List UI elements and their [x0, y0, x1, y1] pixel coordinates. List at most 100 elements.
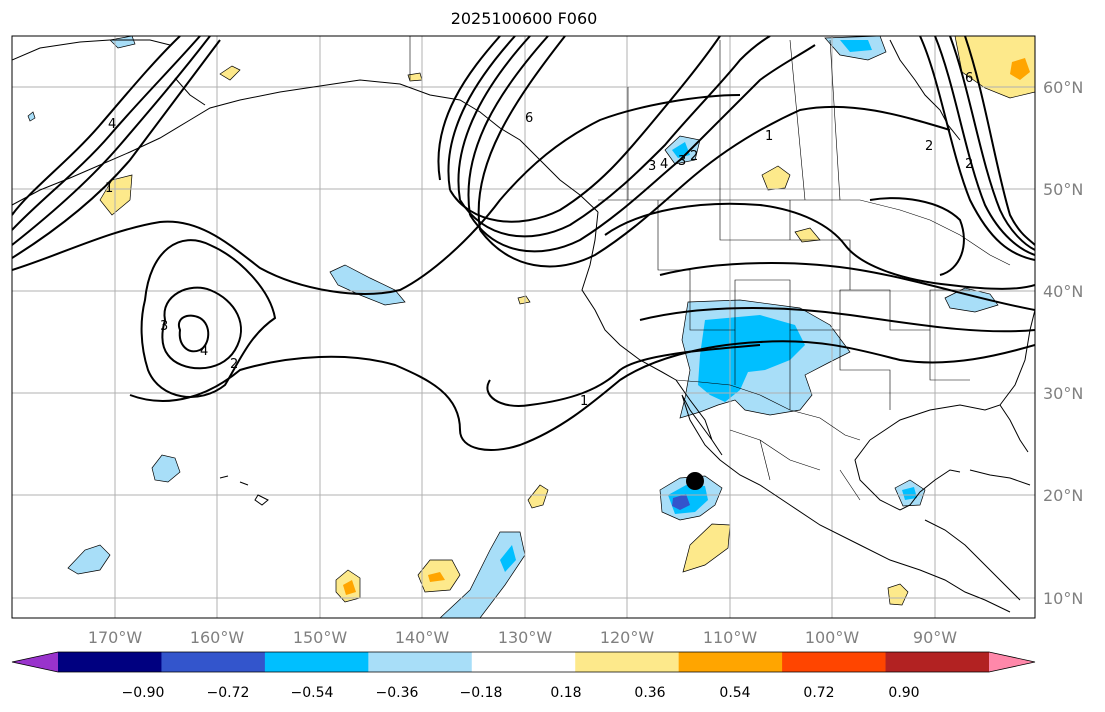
contour-jet-4: [467, 36, 549, 216]
fill-yucatan-blob-blue: [902, 487, 917, 500]
fill-yellow-small3: [517, 295, 531, 305]
coastlines: [12, 39, 1035, 613]
contour-label: 2: [690, 149, 698, 164]
colorbar-tick-label: −0.18: [460, 685, 503, 701]
coast-aleutians: [12, 79, 599, 213]
contour-label: 2: [965, 157, 973, 172]
colorbar-swatch: [471, 652, 576, 672]
colorbar-tick-label: 0.36: [634, 685, 665, 701]
contours: [12, 36, 1035, 451]
contour-jet-trough-4: [479, 105, 951, 268]
contour-jet-1: [437, 36, 501, 181]
fill-tropic-blob-west: [67, 544, 111, 575]
colorbar-swatch: [678, 652, 783, 672]
lat-label: 20°N: [1043, 486, 1083, 505]
colorbar-swatch: [885, 652, 990, 672]
contour-ne-3: [949, 36, 1035, 251]
contour-nw-3: [12, 36, 181, 216]
longitude-labels: 170°W 160°W 150°W 140°W 130°W 120°W 110°…: [88, 628, 957, 647]
colorbar: [11, 651, 1036, 673]
fill-yellow-montana: [761, 165, 791, 191]
contour-us-3: [639, 307, 1035, 333]
lon-label: 120°W: [600, 628, 655, 647]
lon-label: 100°W: [805, 628, 860, 647]
contour-jet-trough-3: [449, 36, 721, 223]
colorbar-swatch: [264, 652, 369, 672]
fill-sw-us-blue: [698, 315, 805, 402]
contour-label: 6: [965, 71, 973, 86]
lat-label: 60°N: [1043, 78, 1083, 97]
contour-pacific-low-2: [140, 239, 277, 398]
border-states-2: [719, 200, 970, 410]
contour-ne-2: [934, 36, 1035, 256]
coast-us-west: [581, 211, 677, 381]
contour-jet-3: [457, 36, 531, 201]
colorbar-swatch: [161, 652, 266, 672]
contour-label: 1: [580, 394, 588, 409]
contour-us-1: [604, 202, 1035, 290]
colorbar-tick-label: 0.90: [888, 685, 919, 701]
fill-mexico-blob-dark: [672, 494, 690, 510]
lon-label: 140°W: [395, 628, 450, 647]
lon-label: 110°W: [703, 628, 758, 647]
lat-label: 40°N: [1043, 282, 1083, 301]
coast-gulf-north: [869, 329, 1031, 441]
lon-label: 130°W: [498, 628, 553, 647]
colorbar-swatch: [782, 652, 887, 672]
contour-label: 3: [160, 319, 168, 334]
contour-label: 2: [230, 357, 238, 372]
contour-label: 2: [925, 139, 933, 154]
colorbar-tick-label: 0.54: [719, 685, 750, 701]
contour-1c: [486, 344, 761, 407]
colorbar-swatch: [368, 652, 473, 672]
contour-ne-4: [964, 36, 1035, 246]
lon-label: 160°W: [190, 628, 245, 647]
fill-yellow-small1: [219, 65, 241, 81]
fill-bc-blue-dark: [840, 40, 872, 52]
contour-label: 4: [660, 157, 668, 172]
contour-jet-5: [477, 36, 566, 231]
coast-east: [1029, 309, 1035, 331]
colorbar-tick-label: −0.72: [207, 685, 250, 701]
contour-nw-1: [12, 36, 201, 231]
contour-us-2: [659, 262, 1035, 311]
lat-label: 10°N: [1043, 589, 1083, 608]
contour-nw-4: [12, 39, 221, 259]
coast-gulf: [854, 439, 961, 511]
contour-label: 4: [108, 117, 116, 132]
colorbar-tick-label: −0.36: [376, 685, 419, 701]
fill-blue-small-left: [27, 111, 36, 122]
anomaly-fills: [27, 36, 1035, 618]
colorbar-outline: [11, 651, 1036, 673]
map-title: 2025100600 F060: [450, 9, 598, 28]
colorbar-extend-min: [12, 652, 58, 672]
contour-pacific-1: [12, 94, 741, 295]
lat-label: 50°N: [1043, 180, 1083, 199]
contour-us-4: [869, 197, 965, 276]
fill-yellow-1: [682, 523, 731, 573]
contour-jet-2: [447, 36, 516, 191]
coast-central-america: [924, 519, 1021, 601]
colorbar-tick-label: −0.90: [122, 685, 165, 701]
fill-great-lakes-blob: [944, 287, 999, 313]
fill-yellow-bering: [99, 174, 133, 216]
contour-nw-2: [12, 36, 211, 246]
contour-ne-1: [919, 36, 1035, 261]
colorbar-swatch: [575, 652, 680, 672]
contour-pacific-low-3: [161, 286, 242, 370]
lon-label: 90°W: [913, 628, 957, 647]
contour-pacific-1b: [129, 340, 1035, 451]
latitude-labels: 60°N 50°N 40°N 30°N 20°N 10°N: [1043, 78, 1083, 608]
fill-orange-4: [343, 580, 356, 595]
fill-pacific-ribbon: [329, 264, 406, 306]
fill-tropic-streak-blue: [500, 545, 516, 572]
contour-label: 6: [525, 111, 533, 126]
fill-hawaii-north-blob: [151, 454, 181, 483]
border-us-mexico: [675, 379, 861, 441]
contour-label: 3: [648, 159, 656, 174]
fill-tropic-streak: [439, 531, 526, 618]
coast-baja: [675, 379, 1011, 613]
fill-orange-3: [428, 572, 445, 582]
coast-florida: [999, 404, 1029, 453]
